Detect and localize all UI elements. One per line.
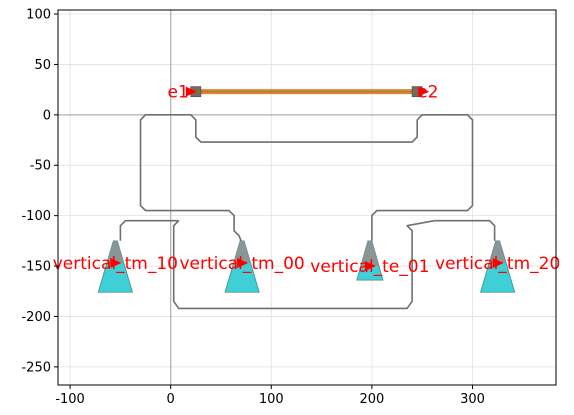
port-label: vertical_tm_20 (435, 254, 560, 274)
x-tick-label: 300 (460, 392, 485, 407)
waveguide (139, 114, 242, 242)
plot-frame (57, 9, 557, 386)
grating-coupler (97, 240, 133, 293)
y-tick-label: -150 (21, 260, 51, 275)
port-label: e1 (168, 83, 189, 103)
y-tick-label: -100 (21, 209, 51, 224)
heater-element (195, 89, 418, 95)
port-arrow-icon (185, 86, 197, 97)
waveguide (172, 219, 435, 310)
x-tick-label: 0 (167, 392, 175, 407)
port-arrow-icon (110, 258, 122, 269)
coupler-taper-top (233, 240, 251, 264)
port-label: e2 (417, 83, 438, 103)
y-tick-label: 0 (43, 108, 51, 123)
port-markers: e1 e2 vertical_tm_10 vertical_tm_00 vertical… (53, 83, 561, 277)
grating-couplers (97, 240, 516, 293)
waveguide-routes (119, 114, 496, 310)
y-tick-label: 100 (26, 8, 51, 23)
y-tick-label: -250 (21, 360, 51, 375)
waveguide (119, 219, 179, 241)
grid (58, 10, 556, 385)
coupler-taper-top (360, 240, 379, 267)
port-vertical_tm_20: vertical_tm_20 (435, 254, 560, 274)
waveguide (371, 114, 474, 241)
x-tick-label: -100 (55, 392, 85, 407)
x-tick-label: 100 (259, 392, 284, 407)
port-label: vertical_tm_00 (179, 254, 304, 274)
y-tick-label: -50 (30, 159, 51, 174)
port-arrow-icon (492, 258, 504, 269)
port-e1: e1 (168, 83, 197, 103)
y-tick-label: 50 (34, 58, 51, 73)
port-label: vertical_tm_10 (53, 254, 178, 274)
port-arrow-icon (237, 258, 249, 269)
port-vertical_tm_00: vertical_tm_00 (179, 254, 304, 274)
x-axis-ticks: -100 0 100 200 300 (55, 385, 485, 407)
coupler-taper-top (489, 240, 507, 264)
coupler-taper-top (106, 240, 124, 264)
y-axis-ticks: 100 50 0 -50 -100 -150 -200 -250 (21, 8, 58, 375)
port-arrow-icon (418, 86, 430, 97)
x-tick-label: 200 (359, 392, 384, 407)
waveguide (434, 219, 496, 241)
port-label: vertical_te_01 (310, 257, 429, 277)
port-arrow-icon (364, 261, 376, 272)
grating-coupler (356, 240, 384, 281)
waveguide (170, 114, 443, 143)
grating-coupler (480, 240, 516, 293)
zero-axis-lines (58, 10, 556, 385)
port-vertical_te_01: vertical_te_01 (310, 257, 429, 277)
grating-coupler (224, 240, 260, 293)
y-tick-label: -200 (21, 310, 51, 325)
port-e2: e2 (417, 83, 438, 103)
port-vertical_tm_10: vertical_tm_10 (53, 254, 178, 274)
